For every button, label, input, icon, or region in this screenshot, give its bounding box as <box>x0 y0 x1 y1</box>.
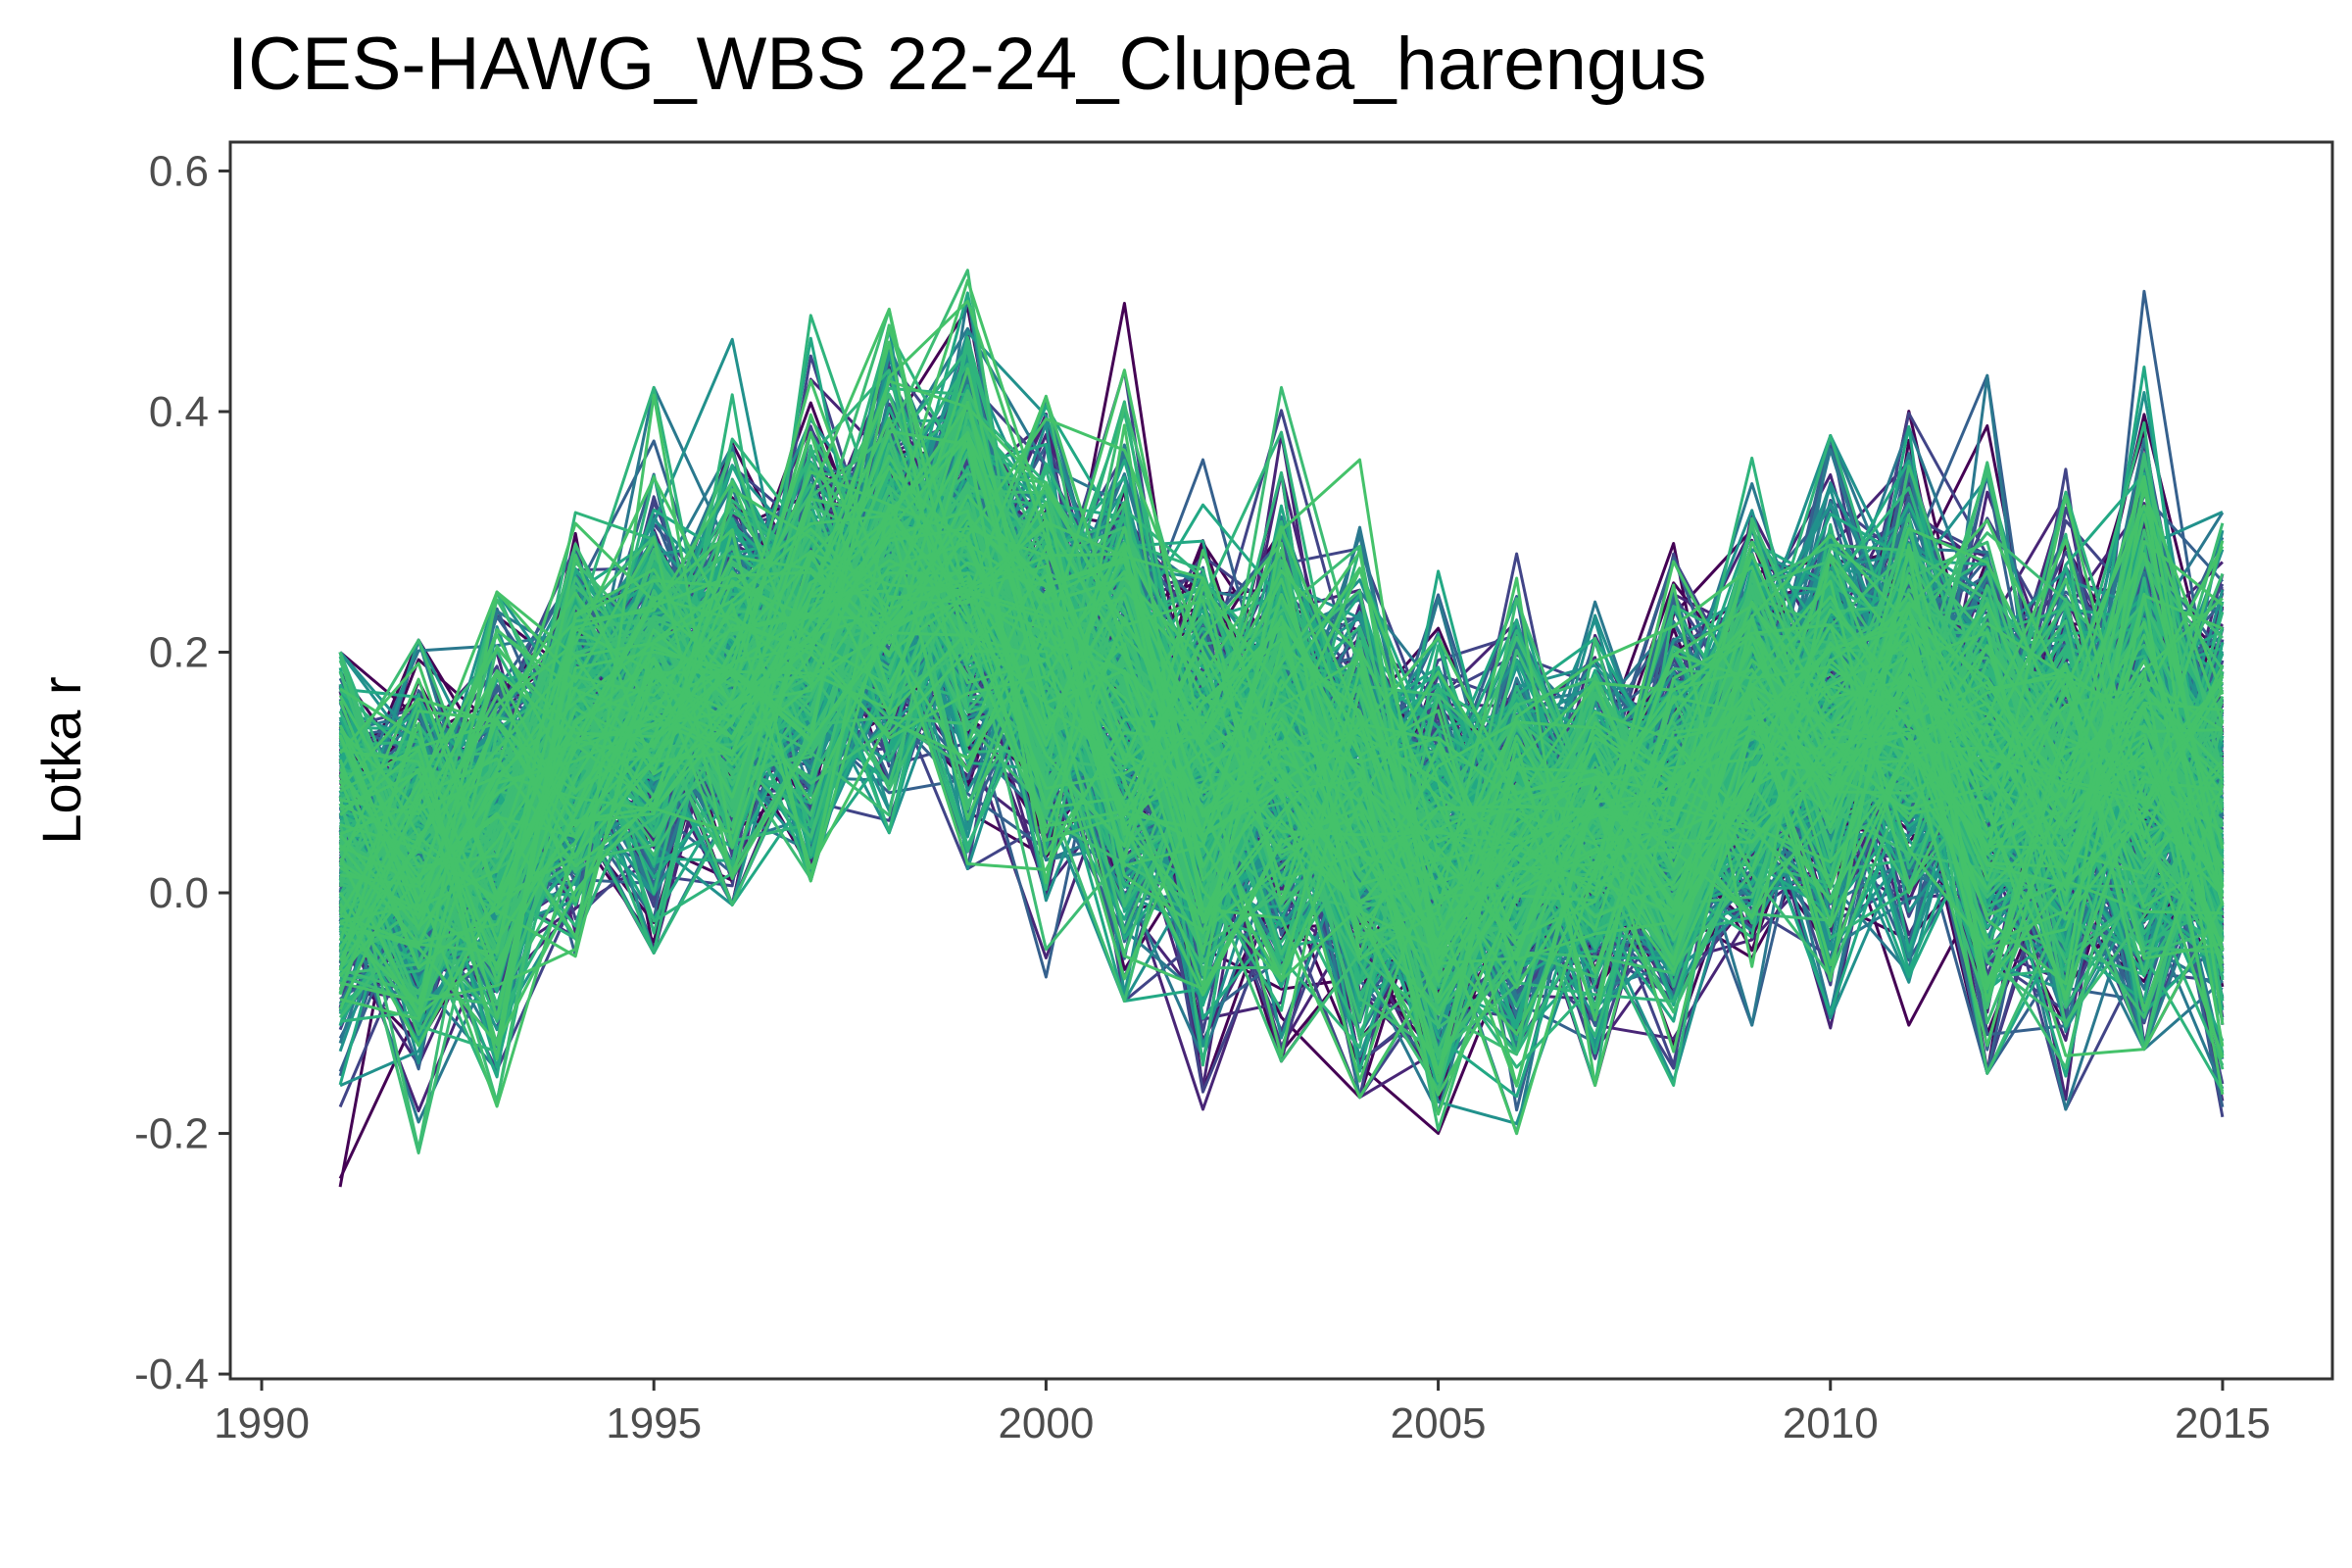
series-line <box>338 566 2225 1048</box>
series-line <box>339 488 2224 914</box>
series-line <box>339 465 2224 969</box>
series-line <box>338 307 2225 952</box>
series-lines <box>338 269 2225 1188</box>
axes: 1990 1995 2000 2005 2010 2015 -0.4 -0.2 0.0 0.2 0.… <box>134 147 2271 1447</box>
series-line <box>339 527 2224 1136</box>
series-line <box>339 510 2224 966</box>
x-tick-label: 2010 <box>1783 1399 1879 1447</box>
y-axis-title: Lotka r <box>30 676 92 844</box>
x-tick-label: 1995 <box>606 1399 702 1447</box>
y-tick-label: 0.2 <box>149 629 209 677</box>
y-tick-label: 0.6 <box>149 147 209 195</box>
series-line <box>338 454 2225 1010</box>
plot-panel-border <box>228 140 2334 1381</box>
series-line <box>339 379 2223 1058</box>
y-tick-label: -0.4 <box>134 1350 209 1398</box>
series-line <box>339 395 2224 1097</box>
series-line <box>339 423 2224 1047</box>
x-tick-label: 2000 <box>998 1399 1094 1447</box>
series-line <box>339 564 2225 997</box>
series-line <box>338 416 2225 1016</box>
series-line <box>339 431 2224 1083</box>
series-line <box>338 524 2225 974</box>
y-tick-label: -0.2 <box>134 1110 209 1158</box>
series-line <box>339 555 2225 1057</box>
x-tick-label: 2015 <box>2175 1399 2271 1447</box>
series-line <box>338 523 2225 1048</box>
chart-title: ICES-HAWG_WBS 22-24_Clupea_harengus <box>227 23 1707 106</box>
series-line <box>339 394 2225 1003</box>
y-tick-label: 0.4 <box>149 388 209 436</box>
series-line <box>338 479 2225 970</box>
series-line <box>338 550 2225 962</box>
series-line <box>339 474 2225 991</box>
series-line <box>338 514 2225 1016</box>
x-tick-label: 2005 <box>1391 1399 1487 1447</box>
series-line <box>339 299 2225 1075</box>
y-tick-label: 0.0 <box>149 869 209 917</box>
x-tick-label: 1990 <box>214 1399 310 1447</box>
series-line <box>338 400 2225 1096</box>
series-line <box>339 475 2225 1021</box>
series-line <box>338 403 2225 1054</box>
series-line <box>338 429 2225 920</box>
